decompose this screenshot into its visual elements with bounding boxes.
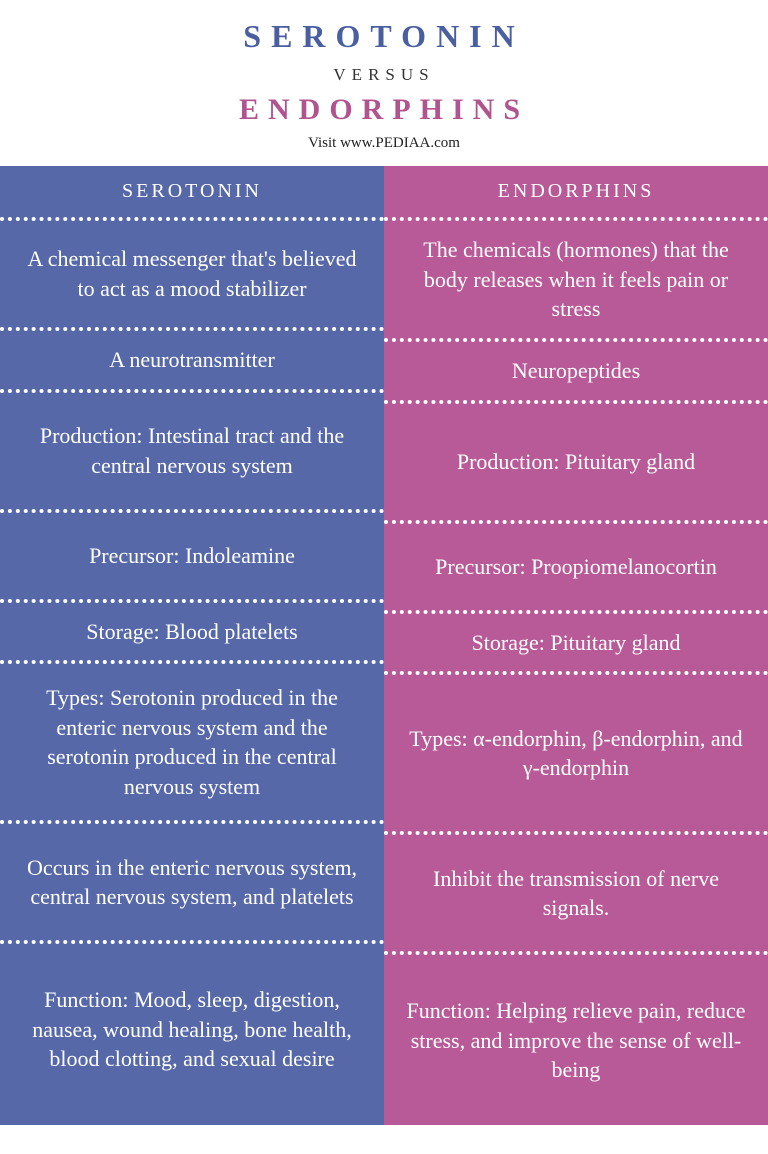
cell-left-1: A neurotransmitter xyxy=(0,331,384,393)
visit-link: Visit www.PEDIAA.com xyxy=(0,135,768,152)
cell-right-5: Types: α-endorphin, β-endorphin, and γ-e… xyxy=(384,675,768,835)
cell-left-0: A chemical messenger that's believed to … xyxy=(0,221,384,331)
versus-label: VERSUS xyxy=(0,65,768,85)
column-header-right: ENDORPHINS xyxy=(384,166,768,221)
cell-right-4: Storage: Pituitary gland xyxy=(384,614,768,676)
cell-left-4: Storage: Blood platelets xyxy=(0,603,384,665)
comparison-table: SEROTONIN A chemical messenger that's be… xyxy=(0,166,768,1125)
column-serotonin: SEROTONIN A chemical messenger that's be… xyxy=(0,166,384,1125)
title-endorphins: ENDORPHINS xyxy=(0,93,768,127)
cell-right-7: Function: Helping relieve pain, reduce s… xyxy=(384,955,768,1125)
cell-right-2: Production: Pituitary gland xyxy=(384,404,768,524)
title-serotonin: SEROTONIN xyxy=(0,18,768,55)
cell-left-6: Occurs in the enteric nervous system, ce… xyxy=(0,824,384,944)
header-block: SEROTONIN VERSUS ENDORPHINS Visit www.PE… xyxy=(0,0,768,166)
cell-left-2: Production: Intestinal tract and the cen… xyxy=(0,393,384,513)
cell-right-6: Inhibit the transmission of nerve signal… xyxy=(384,835,768,955)
cell-right-0: The chemicals (hormones) that the body r… xyxy=(384,221,768,342)
cell-left-5: Types: Serotonin produced in the enteric… xyxy=(0,664,384,824)
column-endorphins: ENDORPHINS The chemicals (hormones) that… xyxy=(384,166,768,1125)
cell-left-7: Function: Mood, sleep, digestion, nausea… xyxy=(0,944,384,1114)
column-header-left: SEROTONIN xyxy=(0,166,384,221)
cell-left-3: Precursor: Indoleamine xyxy=(0,513,384,603)
cell-right-3: Precursor: Proopiomelanocortin xyxy=(384,524,768,614)
cell-right-1: Neuropeptides xyxy=(384,342,768,404)
